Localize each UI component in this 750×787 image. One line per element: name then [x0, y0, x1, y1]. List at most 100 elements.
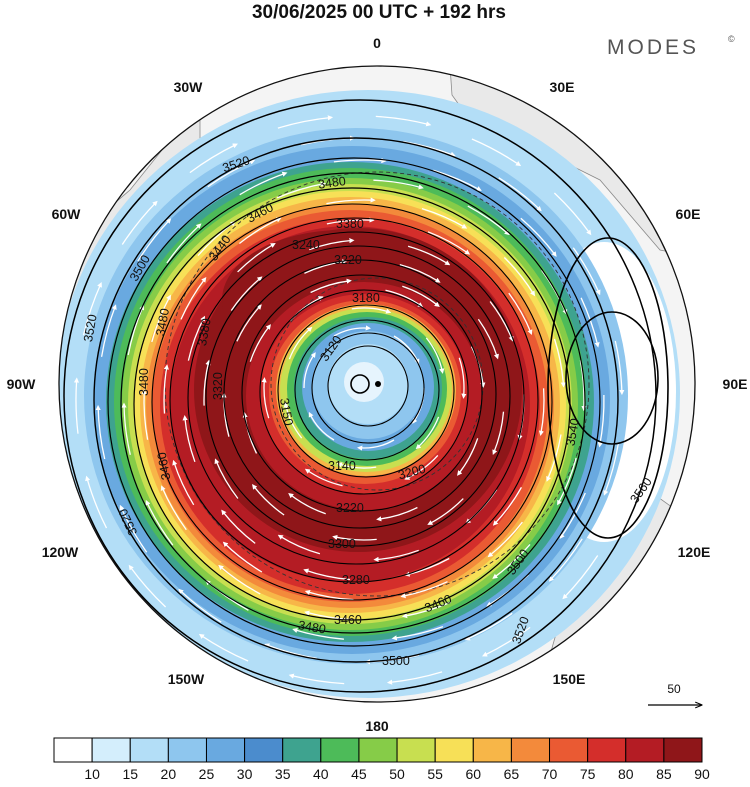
streamline [277, 534, 321, 555]
streamline [203, 359, 211, 406]
streamline [309, 238, 355, 251]
streamline [407, 245, 451, 266]
streamline [198, 633, 249, 662]
streamline [404, 454, 439, 480]
streamline [492, 543, 531, 579]
streamline [160, 485, 187, 531]
streamline [375, 115, 432, 127]
brand-mark: © [728, 34, 735, 44]
streamline [458, 357, 467, 399]
wind-reference-label: 50 [667, 682, 681, 696]
streamline [357, 439, 395, 451]
streamline [303, 352, 316, 389]
colorbar-swatch [396, 737, 436, 763]
streamline [172, 459, 195, 506]
streamline [151, 294, 171, 343]
streamline [498, 177, 542, 212]
streamline [303, 568, 351, 581]
streamline [351, 307, 392, 314]
colorbar-tick-label: 40 [313, 766, 329, 782]
streamline [559, 492, 586, 540]
lon-label-150e: 150E [553, 671, 586, 687]
colorbar-swatch [510, 737, 551, 763]
map-title: 30/06/2025 00 UTC + 192 hrs [252, 2, 506, 23]
lon-label-60e: 60E [676, 206, 701, 222]
streamline [538, 388, 545, 437]
lon-label-60w: 60W [52, 206, 82, 222]
streamline [376, 506, 418, 522]
streamline [145, 499, 174, 546]
streamline [386, 671, 443, 685]
streamline [249, 324, 271, 362]
streamline [283, 402, 303, 439]
contour-label: 3140 [328, 459, 356, 473]
lon-label-120e: 120E [678, 544, 711, 560]
colorbar-tick-label: 15 [122, 766, 138, 782]
colorbar-tick-label: 35 [275, 766, 291, 782]
streamline [640, 366, 647, 423]
streamline [562, 555, 599, 600]
streamline [402, 285, 440, 307]
streamline [553, 338, 566, 388]
contour-label: 3180 [352, 291, 380, 305]
lon-label-180: 180 [365, 718, 389, 734]
lon-label-30e: 30E [550, 79, 575, 95]
streamline [415, 416, 440, 450]
streamline [237, 243, 276, 273]
streamline [304, 259, 348, 274]
colorbar-swatch [244, 737, 284, 763]
colorbar-tick-label: 45 [351, 766, 367, 782]
streamline [121, 402, 131, 455]
streamline [421, 207, 468, 229]
colorbar-tick-label: 30 [237, 766, 253, 782]
wind-reference: 50 [648, 682, 701, 705]
streamline [100, 304, 117, 357]
streamline [391, 625, 444, 641]
streamline [373, 179, 424, 190]
colorbar-swatch [282, 737, 322, 763]
streamline [489, 301, 514, 342]
streamline [166, 223, 202, 264]
streamline [85, 475, 108, 529]
streamline [137, 218, 172, 262]
streamline [310, 278, 352, 294]
streamline [236, 304, 262, 342]
colorbar-tick-label: 55 [427, 766, 443, 782]
contour-label: 3480 [317, 174, 347, 192]
contour-label: 3320 [211, 372, 225, 400]
contour-label: 3200 [397, 462, 428, 483]
streamline [221, 509, 256, 544]
colorbar-swatch [129, 737, 169, 763]
colorbar-swatch [587, 737, 627, 763]
contour-label: 3460 [155, 451, 174, 481]
lon-label-30w: 30W [174, 79, 204, 95]
brand-logo: MODES [607, 36, 699, 59]
streamline [477, 318, 499, 360]
contour-label: 3480 [137, 368, 151, 396]
map-disc: 3520 3480 3460 3380 3240 3220 3180 3500 … [59, 66, 695, 702]
contour-label: 3500 [382, 654, 410, 668]
colorbar-swatch [625, 737, 665, 763]
streamline [119, 504, 148, 553]
pole-marker-icon [375, 381, 381, 387]
contour-label: 3480 [153, 307, 172, 337]
streamline [427, 498, 464, 525]
streamline [401, 601, 452, 619]
streamline [553, 192, 592, 236]
contour-label: 3520 [81, 313, 100, 343]
streamline [189, 143, 238, 174]
colorbar-tick-label: 60 [466, 766, 482, 782]
streamline [121, 200, 158, 245]
colorbar-tick-label: 75 [580, 766, 596, 782]
streamline [332, 534, 377, 541]
streamline [187, 315, 205, 361]
streamline [336, 462, 377, 469]
streamline [520, 217, 557, 257]
contour-label: 3150 [277, 397, 296, 427]
streamline [214, 458, 239, 499]
contour-label: 3540 [563, 417, 582, 447]
streamline [464, 612, 513, 641]
streamline [580, 297, 600, 348]
streamline [239, 171, 288, 196]
